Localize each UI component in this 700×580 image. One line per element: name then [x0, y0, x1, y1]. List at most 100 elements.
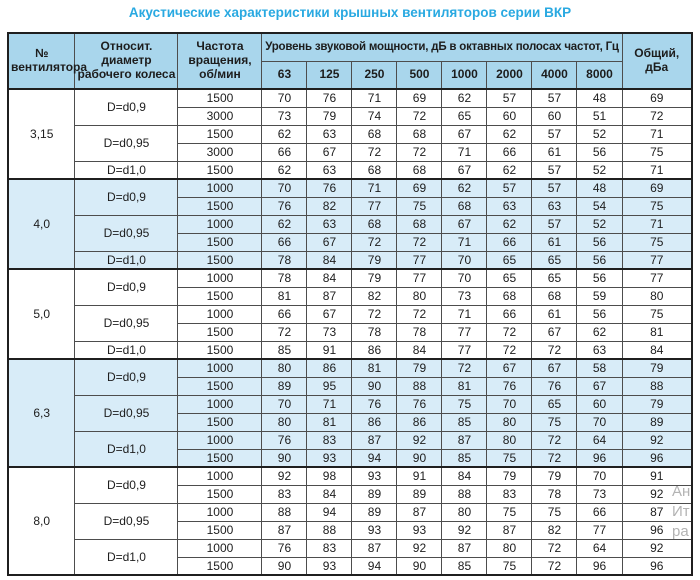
level-cell: 52	[576, 160, 623, 180]
total-cell: 75	[621, 196, 693, 216]
speed-cell: 1500	[177, 286, 263, 306]
level-cell: 80	[441, 502, 488, 522]
diameter-cell: D=d1,0	[74, 160, 179, 180]
level-cell: 88	[441, 484, 488, 504]
level-cell: 69	[396, 88, 443, 108]
level-cell: 57	[531, 214, 578, 234]
level-cell: 87	[351, 538, 398, 558]
level-cell: 65	[531, 250, 578, 270]
level-cell: 80	[396, 286, 443, 306]
level-cell: 75	[441, 394, 488, 414]
level-cell: 79	[486, 466, 533, 486]
table-row: 3000 73 79 74 72 65 60 60 51 72	[8, 106, 693, 126]
level-cell: 76	[486, 376, 533, 396]
level-cell: 76	[306, 178, 353, 198]
speed-cell: 1500	[177, 412, 263, 432]
header-total-dba: Общий, дБа	[621, 32, 693, 90]
level-cell: 79	[531, 466, 578, 486]
diameter-cell: D=d1,0	[74, 250, 179, 270]
level-cell: 78	[351, 322, 398, 342]
header-fan-number: № вентилятора	[7, 32, 87, 90]
speed-cell: 1500	[177, 448, 263, 468]
level-cell: 64	[576, 538, 623, 558]
level-cell: 88	[306, 520, 353, 540]
level-cell: 93	[396, 520, 443, 540]
level-cell: 79	[351, 250, 398, 270]
total-cell: 92	[621, 484, 693, 504]
level-cell: 63	[576, 340, 623, 360]
level-cell: 72	[441, 358, 488, 378]
level-cell: 66	[486, 142, 533, 162]
level-cell: 56	[576, 142, 623, 162]
level-cell: 79	[396, 358, 443, 378]
level-cell: 65	[486, 268, 533, 288]
diameter-cell: D=d0,95	[74, 304, 179, 342]
level-cell: 72	[396, 142, 443, 162]
level-cell: 67	[486, 358, 533, 378]
table-row: D=d1,0 1000 76 83 87 92 87 80 72 64 92	[8, 430, 693, 468]
diameter-cell: D=d1,0	[74, 538, 179, 576]
level-cell: 90	[396, 448, 443, 468]
diameter-cell: D=d0,9	[74, 268, 179, 306]
level-cell: 94	[306, 502, 353, 522]
level-cell: 77	[441, 322, 488, 342]
table-row: 1500 90 93 94 90 85 75 72 96 96	[8, 556, 693, 576]
level-cell: 72	[396, 304, 443, 324]
level-cell: 86	[306, 358, 353, 378]
header-octave-500: 500	[396, 60, 443, 90]
level-cell: 83	[261, 484, 308, 504]
speed-cell: 1500	[177, 250, 263, 270]
total-cell: 75	[621, 232, 693, 252]
level-cell: 67	[306, 232, 353, 252]
level-cell: 72	[351, 232, 398, 252]
level-cell: 94	[351, 448, 398, 468]
level-cell: 52	[576, 124, 623, 144]
level-cell: 77	[441, 340, 488, 360]
level-cell: 72	[351, 304, 398, 324]
level-cell: 71	[306, 394, 353, 414]
level-cell: 84	[306, 250, 353, 270]
speed-cell: 1500	[177, 322, 263, 342]
level-cell: 82	[351, 286, 398, 306]
level-cell: 76	[351, 394, 398, 414]
speed-cell: 1000	[177, 178, 263, 198]
level-cell: 70	[576, 466, 623, 486]
speed-cell: 1500	[177, 520, 263, 540]
fan-number-cell: 5,0	[7, 268, 76, 360]
level-cell: 95	[306, 376, 353, 396]
level-cell: 72	[531, 430, 578, 450]
header-row-octaves: 63 125 250 500 1000 2000 4000 8000	[8, 60, 692, 90]
diameter-cell: D=d0,95	[74, 124, 179, 162]
level-cell: 76	[396, 394, 443, 414]
level-cell: 90	[261, 556, 308, 576]
level-cell: 77	[396, 250, 443, 270]
level-cell: 89	[396, 484, 443, 504]
level-cell: 71	[441, 142, 488, 162]
speed-cell: 1000	[177, 430, 263, 450]
level-cell: 72	[531, 538, 578, 558]
level-cell: 71	[351, 88, 398, 108]
level-cell: 52	[576, 214, 623, 234]
level-cell: 73	[306, 322, 353, 342]
level-cell: 78	[396, 322, 443, 342]
level-cell: 86	[351, 412, 398, 432]
level-cell: 87	[351, 430, 398, 450]
table-header: № вентилятора Относит. диаметр рабочего …	[7, 32, 693, 90]
table-row: 1500 81 87 82 80 73 68 68 59 80	[8, 286, 693, 306]
header-octave-1000: 1000	[441, 60, 488, 90]
header-octave-125: 125	[306, 60, 353, 90]
total-cell: 88	[621, 376, 693, 396]
level-cell: 87	[441, 430, 488, 450]
level-cell: 56	[576, 268, 623, 288]
level-cell: 64	[576, 430, 623, 450]
level-cell: 83	[486, 484, 533, 504]
level-cell: 67	[441, 160, 488, 180]
level-cell: 87	[486, 520, 533, 540]
level-cell: 66	[486, 232, 533, 252]
level-cell: 62	[441, 88, 488, 108]
level-cell: 65	[441, 106, 488, 126]
diameter-cell: D=d0,95	[74, 394, 179, 432]
level-cell: 75	[486, 556, 533, 576]
speed-cell: 1000	[177, 538, 263, 558]
fan-number-cell: 8,0	[7, 466, 76, 576]
